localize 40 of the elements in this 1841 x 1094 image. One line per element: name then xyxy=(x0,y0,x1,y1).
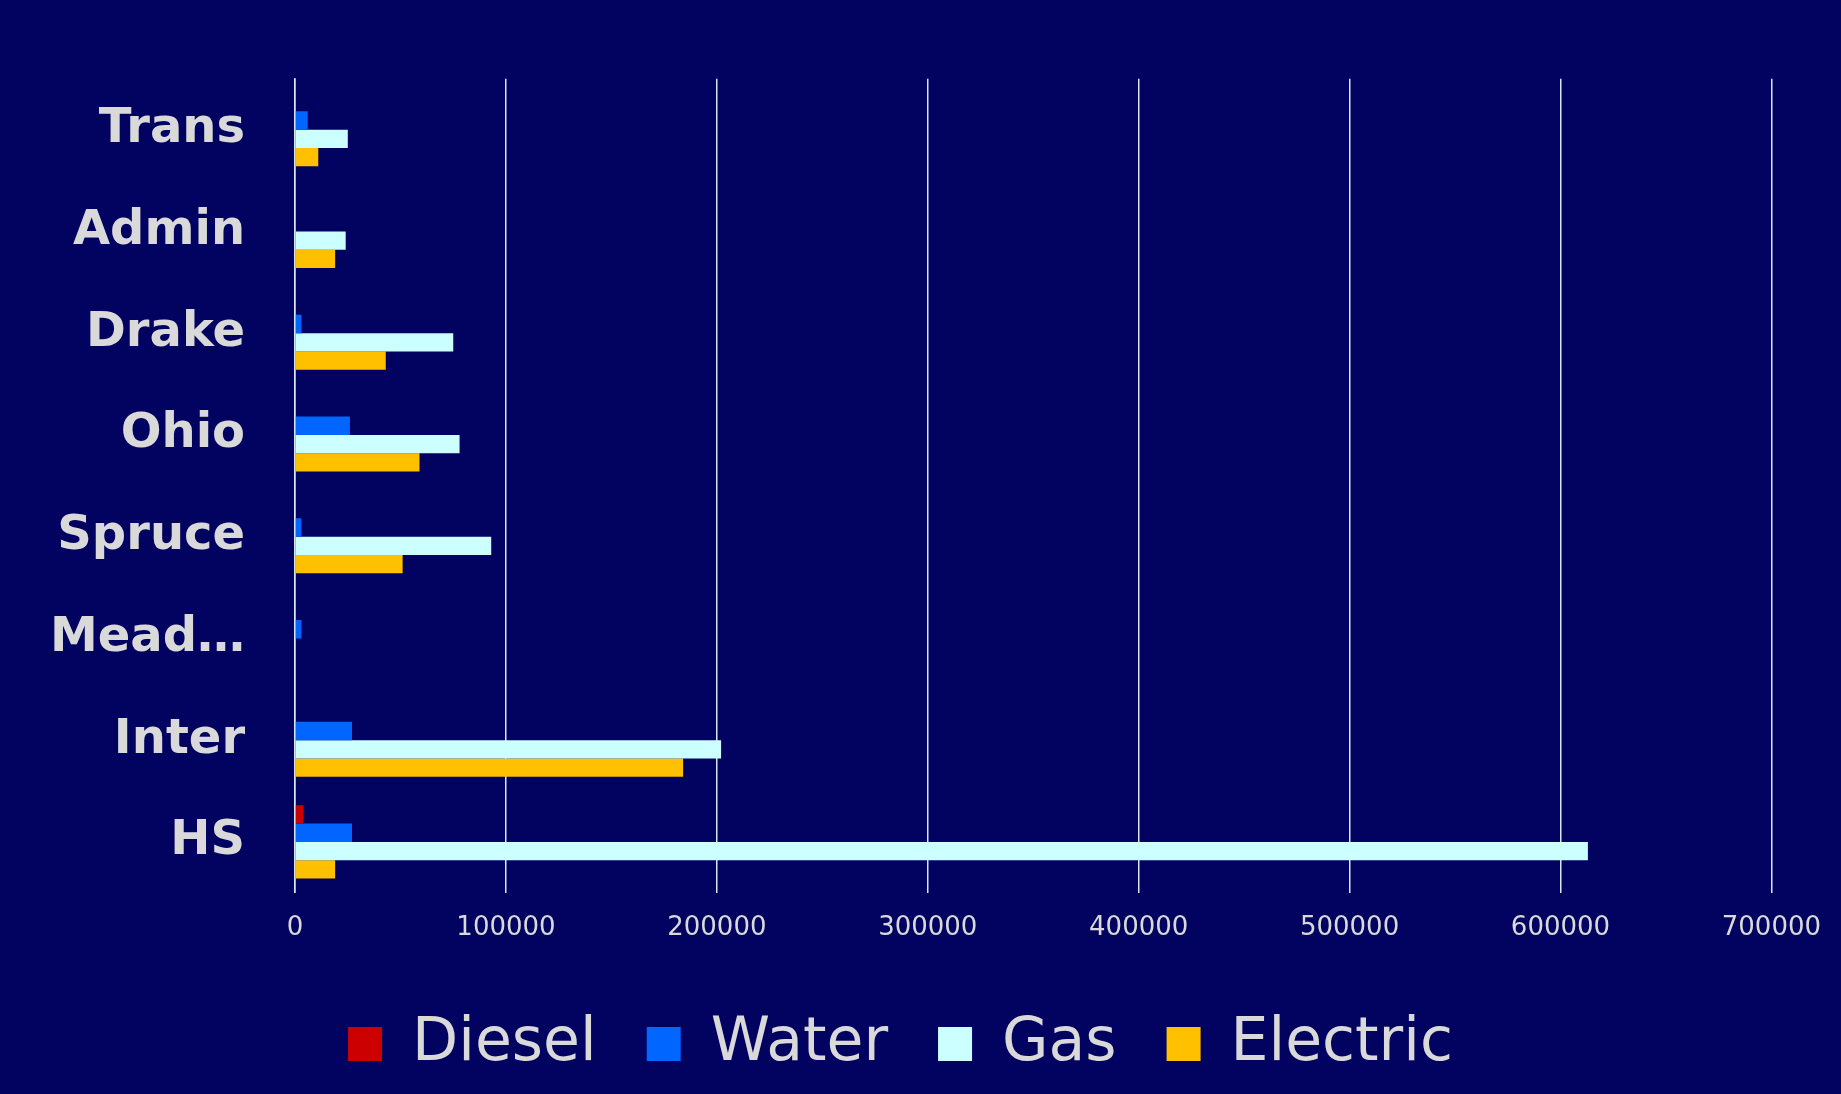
x-tick-label: 500000 xyxy=(1299,911,1400,942)
legend-label: Diesel xyxy=(412,1003,597,1074)
bar xyxy=(295,841,1588,861)
bar xyxy=(295,740,722,759)
x-tick-label: 200000 xyxy=(667,911,767,942)
bar xyxy=(295,823,353,842)
bar xyxy=(295,518,302,537)
bar xyxy=(295,351,386,370)
bar xyxy=(295,231,346,250)
bar xyxy=(295,721,353,741)
y-tick-label: Ohio xyxy=(120,402,246,459)
legend-label: Water xyxy=(710,1003,889,1074)
bar xyxy=(295,129,348,148)
y-tick-label: HS xyxy=(170,809,246,866)
y-tick-label: Mead… xyxy=(49,605,246,662)
y-tick-label: Spruce xyxy=(57,504,246,561)
bar xyxy=(295,434,460,454)
x-tick-label: 700000 xyxy=(1721,911,1822,942)
legend-label: Electric xyxy=(1230,1003,1453,1074)
bar xyxy=(295,111,308,130)
bar xyxy=(295,453,420,472)
bar xyxy=(295,536,492,555)
x-tick-label: 600000 xyxy=(1510,911,1611,942)
bar xyxy=(295,554,403,574)
y-tick-label: Drake xyxy=(85,300,246,357)
legend-label: Gas xyxy=(1002,1003,1117,1074)
bar xyxy=(295,333,454,352)
y-tick-label: Trans xyxy=(98,97,246,154)
y-tick-label: Inter xyxy=(113,707,246,764)
x-tick-label: 100000 xyxy=(456,911,556,942)
y-tick-label: Admin xyxy=(72,198,246,255)
bar xyxy=(295,860,336,879)
x-tick-label: 400000 xyxy=(1089,911,1189,942)
bar xyxy=(295,147,319,167)
x-tick-label: 0 xyxy=(286,911,304,942)
bar xyxy=(295,758,684,777)
bar xyxy=(295,416,350,435)
bar xyxy=(295,805,304,824)
bar xyxy=(295,249,336,269)
x-tick-label: 300000 xyxy=(878,911,978,942)
